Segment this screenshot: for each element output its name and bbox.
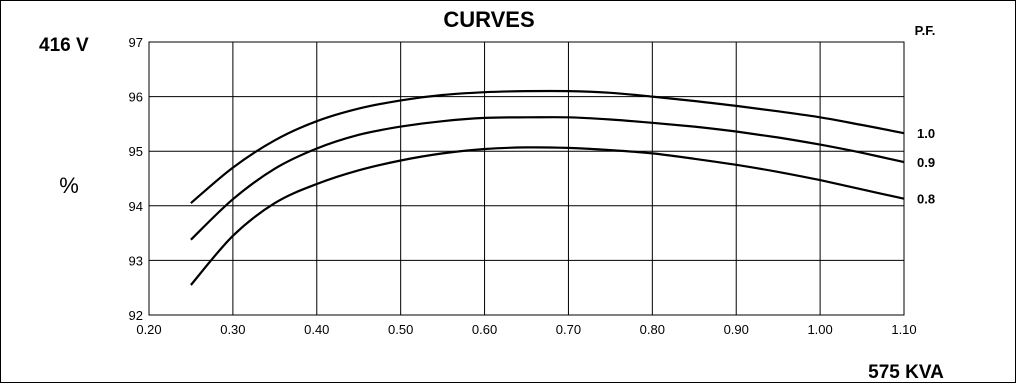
series-label-pf-0-9: 0.9 [917,155,935,170]
series-label-pf-1-0: 1.0 [917,126,935,141]
y-tick-label: 92 [129,308,143,323]
x-tick-label: 0.80 [640,322,665,337]
x-tick-label: 0.30 [220,322,245,337]
y-tick-label: 96 [129,90,143,105]
series-line-pf-1-0 [190,89,905,204]
y-tick-label: 95 [129,144,143,159]
x-tick-label: 0.60 [472,322,497,337]
y-tick-label: 93 [129,253,143,268]
legend-title: P.F. [915,23,936,38]
x-tick-label: 0.50 [388,322,413,337]
x-axis-label: 575 KVA [868,362,944,383]
grid-layer [148,41,905,316]
series-layer [190,89,905,286]
series-label-pf-0-8: 0.8 [917,192,935,207]
x-tick-label: 0.40 [304,322,329,337]
x-tick-label: 0.90 [724,322,749,337]
voltage-label: 416 V [39,35,89,56]
y-axis-label: % [59,173,79,198]
x-tick-label: 1.00 [807,322,832,337]
series-line-pf-0-8 [190,146,905,286]
plot-area-border [148,41,905,316]
tick-layer: 0.20 0.30 0.40 0.50 0.60 0.70 0.80 0.90 1.00 1.10… [129,35,936,337]
x-tick-label: 1.10 [891,322,916,337]
chart-title: CURVES [443,7,534,32]
y-tick-label: 94 [129,199,143,214]
series-line-pf-0-9 [190,116,905,241]
x-tick-label: 0.20 [136,322,161,337]
x-tick-label: 0.70 [556,322,581,337]
y-tick-label: 97 [129,35,143,50]
